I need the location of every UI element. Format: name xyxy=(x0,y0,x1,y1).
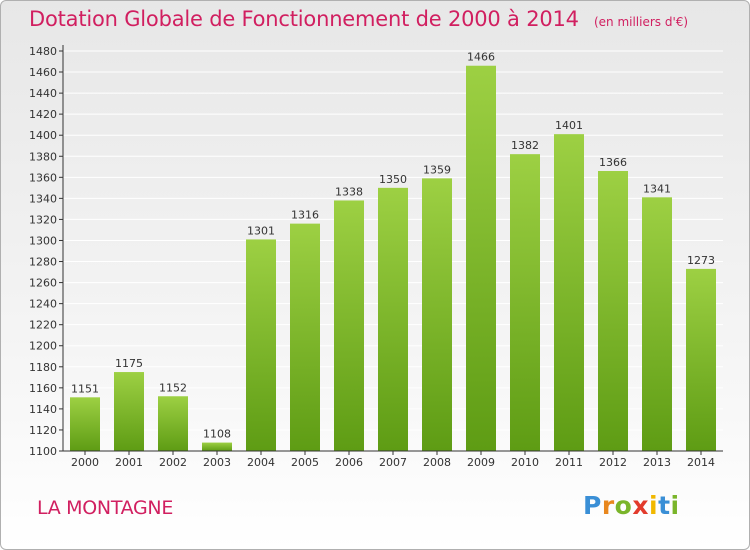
y-tick-label: 1140 xyxy=(29,403,57,416)
bar xyxy=(598,171,628,451)
x-tick-label: 2003 xyxy=(203,456,231,469)
bar xyxy=(114,372,144,451)
bar-value-label: 1273 xyxy=(687,254,715,267)
bar xyxy=(642,197,672,451)
logo-letter: r xyxy=(601,491,615,520)
bar-value-label: 1301 xyxy=(247,224,275,237)
y-tick-label: 1460 xyxy=(29,66,57,79)
bar xyxy=(554,134,584,451)
x-tick-label: 2004 xyxy=(247,456,275,469)
x-tick-label: 2007 xyxy=(379,456,407,469)
bar xyxy=(334,200,364,451)
x-tick-label: 2009 xyxy=(467,456,495,469)
y-tick-label: 1400 xyxy=(29,129,57,142)
bar xyxy=(202,442,232,451)
x-tick-label: 2011 xyxy=(555,456,583,469)
bar-value-label: 1466 xyxy=(467,51,495,64)
logo-letter: i xyxy=(649,491,659,520)
bar-value-label: 1382 xyxy=(511,139,539,152)
bar xyxy=(290,223,320,451)
y-tick-label: 1340 xyxy=(29,192,57,205)
x-tick-label: 2005 xyxy=(291,456,319,469)
y-tick-label: 1300 xyxy=(29,234,57,247)
bar xyxy=(158,396,188,451)
x-tick-label: 2012 xyxy=(599,456,627,469)
bar-value-label: 1338 xyxy=(335,185,363,198)
y-tick-label: 1280 xyxy=(29,256,57,269)
y-tick-label: 1320 xyxy=(29,213,57,226)
bar-value-label: 1366 xyxy=(599,156,627,169)
bar-value-label: 1350 xyxy=(379,173,407,186)
bar-value-label: 1341 xyxy=(643,182,671,195)
bar-value-label: 1175 xyxy=(115,357,143,370)
title-line: Dotation Globale de Fonctionnement de 20… xyxy=(29,7,688,31)
bar-value-label: 1108 xyxy=(203,428,231,441)
bar xyxy=(466,65,496,451)
bar-value-label: 1316 xyxy=(291,209,319,222)
bar xyxy=(70,397,100,451)
y-tick-label: 1200 xyxy=(29,340,57,353)
y-tick-label: 1440 xyxy=(29,87,57,100)
logo-letter: o xyxy=(614,491,633,520)
logo-letter: x xyxy=(632,491,649,520)
x-tick-label: 2010 xyxy=(511,456,539,469)
y-tick-label: 1360 xyxy=(29,171,57,184)
commune-name: LA MONTAGNE xyxy=(37,497,174,519)
bar xyxy=(422,178,452,452)
x-tick-label: 2001 xyxy=(115,456,143,469)
y-tick-label: 1240 xyxy=(29,298,57,311)
bar-value-label: 1359 xyxy=(423,163,451,176)
x-tick-label: 2000 xyxy=(71,456,99,469)
bar xyxy=(378,187,408,451)
y-tick-label: 1100 xyxy=(29,445,57,458)
x-tick-label: 2008 xyxy=(423,456,451,469)
proxiti-logo[interactable]: Proxiti xyxy=(583,491,680,520)
y-tick-label: 1380 xyxy=(29,150,57,163)
y-tick-label: 1180 xyxy=(29,361,57,374)
chart-title: Dotation Globale de Fonctionnement de 20… xyxy=(29,7,579,31)
logo-letter: P xyxy=(583,491,602,520)
y-tick-label: 1420 xyxy=(29,108,57,121)
logo-letter: i xyxy=(670,491,680,520)
x-tick-label: 2014 xyxy=(687,456,715,469)
y-tick-label: 1160 xyxy=(29,382,57,395)
logo-letter: t xyxy=(658,491,671,520)
bar-value-label: 1151 xyxy=(71,382,99,395)
x-tick-label: 2002 xyxy=(159,456,187,469)
y-tick-label: 1120 xyxy=(29,424,57,437)
bar xyxy=(686,268,716,451)
bar-value-label: 1152 xyxy=(159,381,187,394)
chart-subtitle: (en milliers d'€) xyxy=(593,15,689,29)
x-tick-label: 2013 xyxy=(643,456,671,469)
x-tick-label: 2006 xyxy=(335,456,363,469)
bar-value-label: 1401 xyxy=(555,119,583,132)
y-tick-label: 1220 xyxy=(29,319,57,332)
bar xyxy=(510,154,540,451)
y-tick-label: 1480 xyxy=(29,45,57,58)
bar xyxy=(246,239,276,451)
y-tick-label: 1260 xyxy=(29,277,57,290)
